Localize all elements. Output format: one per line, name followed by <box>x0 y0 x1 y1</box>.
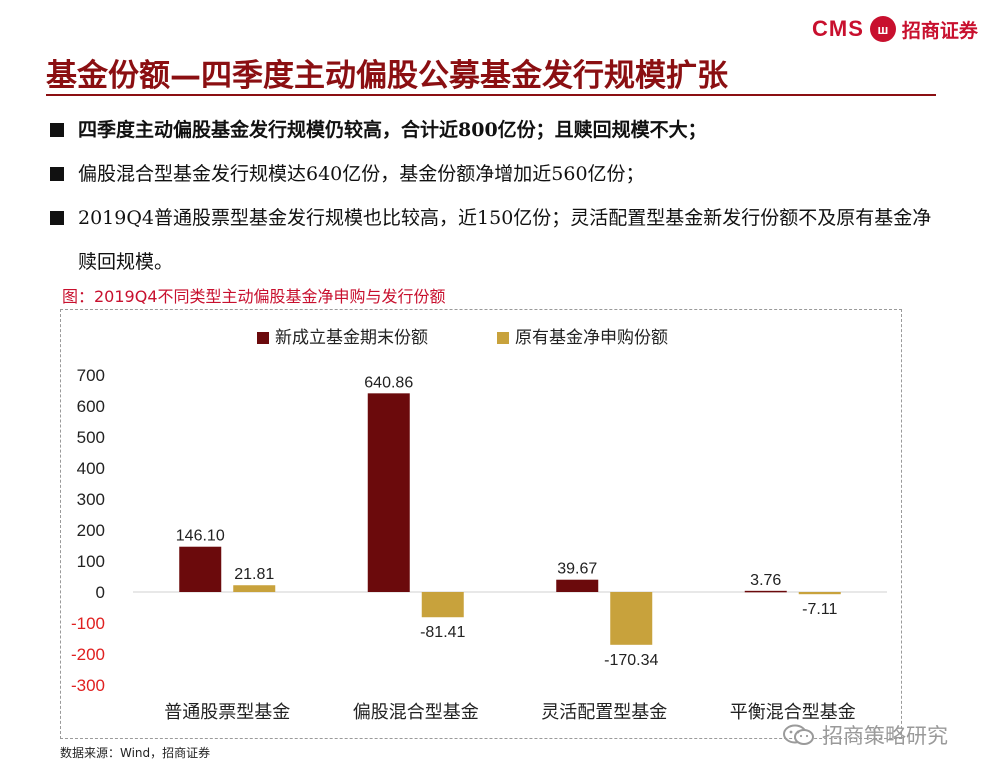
x-category-label: 灵活配置型基金 <box>541 702 667 723</box>
data-label: -81.41 <box>420 624 465 641</box>
y-tick-label: -200 <box>71 645 105 664</box>
legend-label: 新成立基金期末份额 <box>275 328 428 348</box>
bar <box>179 546 222 592</box>
data-label: 146.10 <box>176 528 225 545</box>
bar <box>233 585 276 592</box>
watermark-text: 招商策略研究 <box>822 724 948 748</box>
bar <box>421 592 464 618</box>
page-title: 基金份额—四季度主动偏股公募基金发行规模扩张 <box>46 58 728 94</box>
bar <box>798 592 841 595</box>
bullet-item: 四季度主动偏股基金发行规模仍较高，合计近800亿份；且赎回规模不大； <box>46 108 946 152</box>
bullet-square-icon <box>50 123 64 137</box>
y-tick-label: 700 <box>77 366 105 385</box>
y-tick-label: 600 <box>77 397 105 416</box>
x-category-label: 平衡混合型基金 <box>730 702 856 723</box>
bar <box>610 592 653 645</box>
legend-swatch <box>497 332 509 344</box>
data-label: 640.86 <box>364 374 413 391</box>
bullet-list: 四季度主动偏股基金发行规模仍较高，合计近800亿份；且赎回规模不大； 偏股混合型… <box>46 108 946 284</box>
y-tick-label: 200 <box>77 521 105 540</box>
data-label: -170.34 <box>604 652 658 669</box>
legend-label: 原有基金净申购份额 <box>515 328 668 348</box>
y-tick-label: 300 <box>77 490 105 509</box>
bullet-text: 2019Q4普通股票型基金发行规模也比较高，近150亿份；灵活配置型基金新发行份… <box>78 207 932 273</box>
bar-chart: 新成立基金期末份额 原有基金净申购份额 700 600 500 400 300 200 100 0… <box>71 328 887 723</box>
data-label: 39.67 <box>557 561 597 578</box>
y-tick-label: 0 <box>96 583 105 602</box>
bullet-item: 偏股混合型基金发行规模达640亿份，基金份额净增加近560亿份； <box>46 152 946 196</box>
y-tick-label: -100 <box>71 614 105 633</box>
x-category-label: 偏股混合型基金 <box>353 702 479 723</box>
y-tick-label: -300 <box>71 676 105 695</box>
wechat-icon <box>783 724 814 745</box>
y-tick-label: 400 <box>77 459 105 478</box>
y-tick-label: 100 <box>77 552 105 571</box>
bar <box>556 579 599 592</box>
bullet-item: 2019Q4普通股票型基金发行规模也比较高，近150亿份；灵活配置型基金新发行份… <box>46 196 946 284</box>
logo-name: 招商证券 <box>901 19 978 42</box>
bar <box>367 393 410 592</box>
title-divider <box>46 94 936 96</box>
data-label: -7.11 <box>802 601 837 618</box>
bullet-text: 四季度主动偏股基金发行规模仍较高，合计近800亿份；且赎回规模不大； <box>78 119 707 141</box>
logo-mark-glyph: ш <box>877 21 889 37</box>
legend-swatch <box>257 332 269 344</box>
data-label: 21.81 <box>234 566 274 583</box>
watermark: 招商策略研究 <box>782 720 948 750</box>
logo-mark-icon: ш <box>869 16 896 42</box>
bullet-square-icon <box>50 211 64 225</box>
bullet-square-icon <box>50 167 64 181</box>
data-source: 数据来源：Wind，招商证券 <box>60 746 211 760</box>
chart-frame: 新成立基金期末份额 原有基金净申购份额 700 600 500 400 300 200 100 0… <box>60 309 902 739</box>
x-category-label: 普通股票型基金 <box>164 702 290 723</box>
bullet-text: 偏股混合型基金发行规模达640亿份，基金份额净增加近560亿份； <box>78 163 645 185</box>
y-tick-label: 500 <box>77 428 105 447</box>
logo-cms-text: CMS <box>812 16 864 41</box>
data-label: 3.76 <box>750 572 781 589</box>
brand-logo: CMS ш 招商证券 <box>812 12 978 46</box>
bar <box>744 590 787 593</box>
figure-caption: 图：2019Q4不同类型主动偏股基金净申购与发行份额 <box>62 287 446 306</box>
